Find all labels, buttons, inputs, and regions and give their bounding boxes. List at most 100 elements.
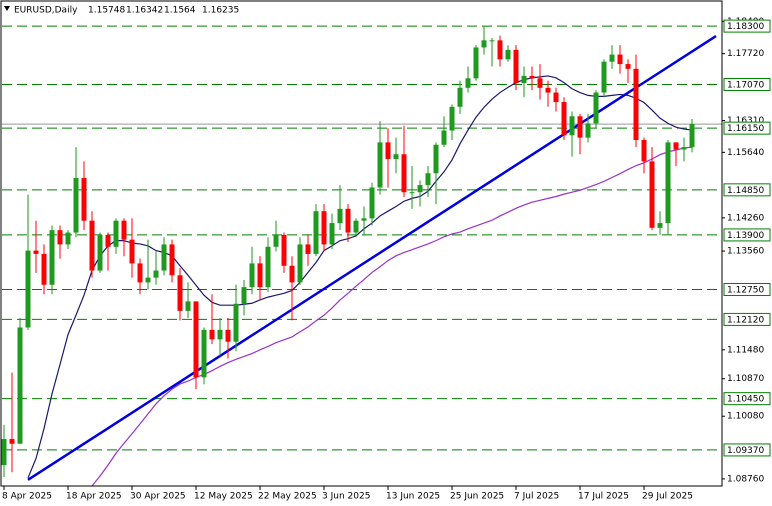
level-label-box [723,443,771,457]
x-tick-label: 18 Apr 2025 [66,492,122,502]
candle-body [513,49,519,84]
x-tick-label: 30 Apr 2025 [130,492,186,502]
candle-body [641,140,647,162]
candle-body [609,54,615,62]
candle-body [321,211,327,245]
candle-body [649,161,655,228]
candle-body [281,234,287,266]
x-tick-label: 7 Jul 2025 [514,492,559,502]
y-tick-label: 1.17720 [727,49,764,59]
candle-body [601,61,607,93]
level-label-box [723,183,771,197]
candle-body [233,303,239,342]
level-label: 1.10450 [727,395,764,405]
candle-body [673,142,679,150]
level-label: 1.17070 [727,80,764,90]
candle-body [569,116,575,136]
candle-body [489,40,495,42]
candle-body [33,250,39,254]
candle-body [577,116,583,138]
header-arrow [4,6,10,11]
candle-body [545,87,551,93]
chart-title: EURUSD,Daily [14,6,78,16]
candle-body [241,287,247,304]
header-open: 1.15748 [88,6,125,16]
level-label-box [723,283,771,297]
candle-body [225,329,231,342]
candle-body [49,230,55,285]
candle-body [417,185,423,193]
level-label: 1.12120 [727,315,764,325]
y-tick-label: 1.10080 [727,412,764,422]
x-tick-label: 22 May 2025 [258,492,317,502]
candle-body [657,223,663,228]
level-label-box [723,228,771,242]
candle-body [369,187,375,219]
level-label: 1.09370 [727,446,764,456]
y-tick-label: 1.08760 [727,474,764,484]
candle-body [273,234,279,247]
candle-body [529,75,535,79]
candle-body [9,439,15,444]
level-label: 1.13900 [727,231,764,241]
header-low: 1.1564 [164,6,196,16]
candle-body [329,223,335,245]
candle-body [121,220,127,240]
level-label: 1.18300 [727,22,764,32]
candle-body [585,123,591,138]
level-label-box [723,121,771,135]
candle-body [185,301,191,311]
candle-body [353,220,359,233]
candle-body [377,142,383,188]
candle-body [265,246,271,288]
candle-body [409,192,415,194]
candle-body [433,144,439,174]
x-tick-label: 29 Jul 2025 [642,492,693,502]
candle-body [561,102,567,136]
candle-body [145,277,151,283]
plot-area [1,25,722,487]
level-label: 1.16150 [727,124,764,134]
candle-body [633,68,639,141]
candle-body [505,49,511,60]
candle-body [393,154,399,159]
candle-body [497,40,503,60]
candle-body [289,265,295,283]
candle-body [193,301,199,378]
candle-body [385,142,391,159]
level-label-box [723,19,771,33]
candle-body [89,220,95,271]
y-tick-label: 1.16310 [727,116,764,126]
candle-body [553,92,559,103]
plot-frame [0,0,723,487]
candle-body [593,92,599,124]
candle-body [1,439,7,466]
header-close: 1.16235 [202,6,239,16]
candle-body [17,327,23,444]
candle-body [537,78,543,88]
x-tick-label: 17 Jul 2025 [578,492,629,502]
candle-body [625,64,631,69]
x-tick-label: 25 Jun 2025 [450,492,504,502]
candle-body [217,329,223,340]
y-tick-label: 1.10870 [727,374,764,384]
candle-body [105,234,111,247]
candle-body [441,130,447,145]
moving-average [27,75,693,479]
candle-body [137,263,143,283]
candle-body [457,87,463,107]
candle-body [177,275,183,311]
x-tick-label: 8 Apr 2025 [2,492,52,502]
candle-body [169,244,175,276]
candle-body [681,147,687,150]
level-label-box [723,77,771,91]
candle-body [57,230,63,245]
candle-body [209,329,215,340]
candle-body [361,218,367,221]
candle-body [297,244,303,283]
candle-body [465,78,471,88]
candle-body [73,177,79,233]
candle-body [153,270,159,278]
moving-average [91,146,693,487]
